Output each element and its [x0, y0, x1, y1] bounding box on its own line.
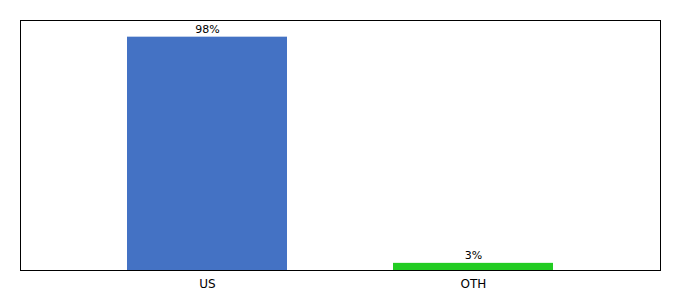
svg-text:OTH: OTH [461, 277, 487, 291]
svg-text:US: US [199, 277, 215, 291]
svg-text:98%: 98% [195, 23, 219, 36]
svg-text:3%: 3% [465, 249, 482, 262]
